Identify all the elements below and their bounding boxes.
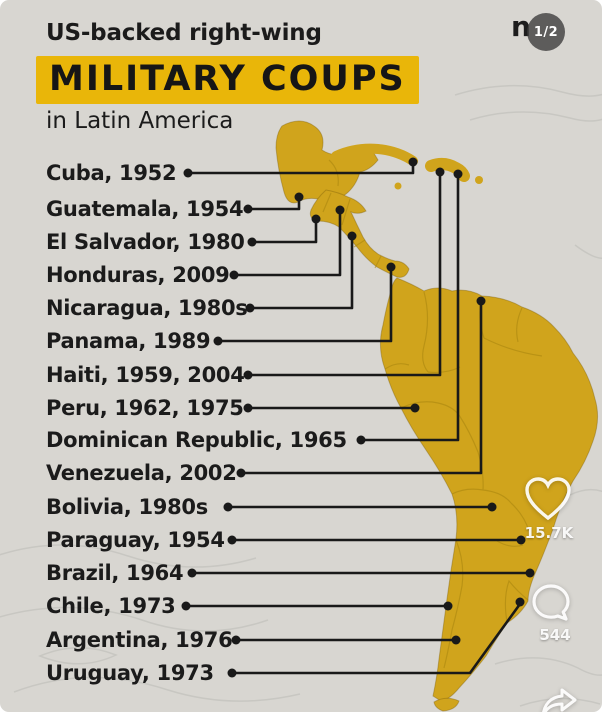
pagination-badge: 1/2 bbox=[527, 13, 565, 51]
country-label-nicaragua: Nicaragua, 1980s bbox=[46, 296, 248, 320]
headline-eyebrow: US-backed right-wing bbox=[46, 20, 322, 46]
cuba-island bbox=[331, 143, 418, 166]
hispaniola-island bbox=[425, 157, 470, 182]
connector-lines bbox=[184, 161, 532, 675]
connector-dominican-republic bbox=[359, 173, 460, 442]
connector-venezuela bbox=[239, 300, 483, 475]
likes-group: 15.7K bbox=[521, 477, 577, 542]
country-label-guatemala: Guatemala, 1954 bbox=[46, 197, 244, 221]
connector-uruguay bbox=[230, 602, 522, 675]
country-label-panama: Panama, 1989 bbox=[46, 329, 211, 353]
likes-count: 15.7K bbox=[524, 524, 574, 542]
country-label-honduras: Honduras, 2009 bbox=[46, 263, 230, 287]
comments-group: 544 bbox=[527, 583, 583, 644]
country-label-bolivia: Bolivia, 1980s bbox=[46, 495, 208, 519]
puerto-rico-island bbox=[475, 176, 483, 184]
mexico-shape bbox=[275, 120, 379, 204]
country-label-chile: Chile, 1973 bbox=[46, 594, 176, 618]
connector-panama bbox=[216, 266, 393, 343]
country-label-dominican-republic: Dominican Republic, 1965 bbox=[46, 428, 347, 452]
connector-guatemala bbox=[246, 196, 301, 211]
country-label-cuba: Cuba, 1952 bbox=[46, 161, 177, 185]
comment-icon[interactable] bbox=[531, 583, 571, 623]
share-group bbox=[540, 687, 578, 712]
connector-nicaragua bbox=[248, 235, 354, 310]
contour-lines bbox=[0, 84, 602, 707]
headline-subtitle: in Latin America bbox=[46, 108, 234, 134]
central-america-shape bbox=[309, 189, 410, 278]
heart-icon[interactable] bbox=[524, 477, 572, 521]
connector-haiti bbox=[246, 171, 442, 377]
country-label-peru: Peru, 1962, 1975 bbox=[46, 396, 244, 420]
country-label-el-salvador: El Salvador, 1980 bbox=[46, 230, 245, 254]
headline-title: MILITARY COUPS bbox=[36, 56, 419, 104]
share-icon[interactable] bbox=[540, 687, 578, 712]
country-label-paraguay: Paraguay, 1954 bbox=[46, 528, 225, 552]
country-label-uruguay: Uruguay, 1973 bbox=[46, 661, 214, 685]
country-label-argentina: Argentina, 1976 bbox=[46, 628, 233, 652]
country-label-venezuela: Venezuela, 2002 bbox=[46, 461, 237, 485]
cropped-text: n bbox=[511, 10, 531, 43]
tierra-del-fuego-shape bbox=[433, 697, 460, 712]
connector-dots bbox=[181, 157, 535, 678]
jamaica-island bbox=[394, 182, 402, 190]
country-label-haiti: Haiti, 1959, 2004 bbox=[46, 363, 245, 387]
pagination-label: 1/2 bbox=[533, 24, 559, 40]
connector-el-salvador bbox=[250, 218, 318, 244]
map-shapes bbox=[275, 120, 599, 712]
country-label-brazil: Brazil, 1964 bbox=[46, 561, 184, 585]
connector-honduras bbox=[232, 209, 342, 277]
comments-count: 544 bbox=[539, 626, 571, 644]
